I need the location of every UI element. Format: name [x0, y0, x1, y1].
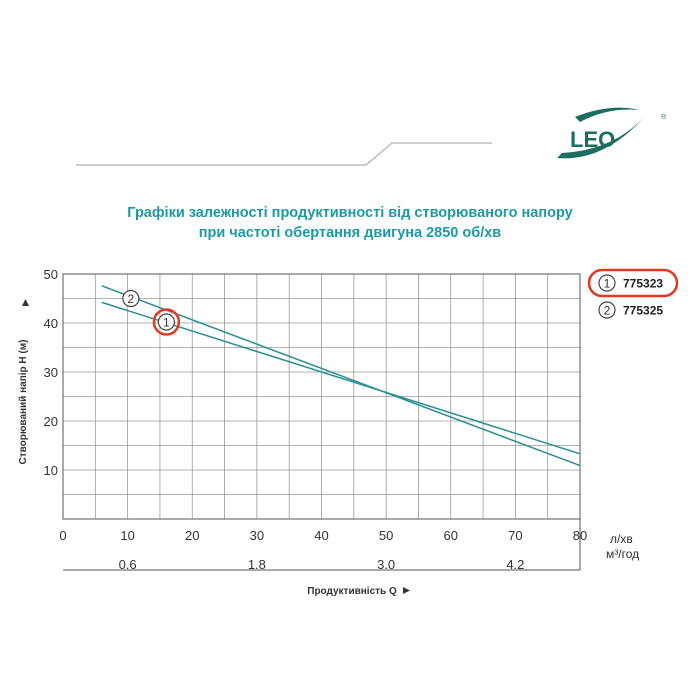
curve-marker-label: 2 — [128, 292, 135, 306]
x-secondary-tick-label: 3.0 — [377, 557, 395, 572]
y-tick-label: 40 — [44, 316, 58, 331]
x-secondary-tick-label: 0.6 — [119, 557, 137, 572]
registered-mark: ® — [661, 113, 667, 121]
legend-entry-775325: 775325 — [623, 304, 663, 318]
y-axis-label: Створюваний напір H (м) — [18, 340, 29, 465]
x-tick-label: 40 — [314, 528, 328, 543]
x-tick-label: 0 — [59, 528, 66, 543]
x-unit-secondary: м³/год — [606, 547, 639, 561]
chart-title-line2: при частоті обертання двигуна 2850 об/хв — [198, 225, 502, 241]
series-line-775325 — [101, 285, 581, 467]
x-tick-label: 30 — [250, 528, 264, 543]
marker-highlight-ring — [152, 308, 181, 336]
y-tick-label: 20 — [44, 414, 58, 429]
legend-entry-775323: 775323 — [623, 277, 663, 291]
legend: 1 775323 2 775325 — [587, 268, 679, 319]
leo-logo: LEO ® — [557, 107, 667, 159]
x-secondary-tick-label: 1.8 — [248, 557, 266, 572]
legend-highlight — [587, 268, 679, 298]
y-tick-label: 10 — [44, 463, 58, 478]
axes: 0 10 20 30 40 50 60 70 80 0.6 1.8 3.0 4.2 10 20 30 40 50 л… — [18, 267, 639, 597]
x-tick-label: 60 — [444, 528, 458, 543]
curve-markers: 21 — [122, 289, 181, 336]
legend-marker-label: 1 — [604, 277, 611, 291]
plot-frame — [62, 273, 581, 520]
curve-marker-2 — [122, 289, 140, 308]
series-lines — [101, 285, 581, 467]
legend-marker-2 — [598, 301, 616, 319]
legend-marker-1 — [598, 274, 616, 292]
x-axis-label: Продуктивність Q — [307, 586, 397, 597]
header-rule — [76, 142, 492, 166]
grid — [62, 273, 581, 520]
chart-title-line1: Графіки залежності продуктивності від ст… — [127, 205, 573, 221]
x-unit-primary: л/хв — [610, 532, 633, 546]
y-axis-arrow — [22, 299, 29, 306]
x-tick-label: 70 — [508, 528, 522, 543]
series-line-775323 — [101, 301, 581, 455]
x-tick-label: 10 — [120, 528, 134, 543]
curve-marker-label: 1 — [163, 316, 170, 330]
x-tick-label: 20 — [185, 528, 199, 543]
logo-text: LEO — [570, 127, 615, 152]
y-tick-label: 50 — [44, 267, 58, 282]
x-axis-arrow — [403, 587, 410, 594]
y-tick-label: 30 — [44, 365, 58, 380]
x-tick-label: 80 — [573, 528, 587, 543]
x-tick-label: 50 — [379, 528, 393, 543]
x-secondary-tick-label: 4.2 — [506, 557, 524, 572]
legend-marker-label: 2 — [604, 304, 611, 318]
curve-marker-1 — [157, 313, 175, 331]
